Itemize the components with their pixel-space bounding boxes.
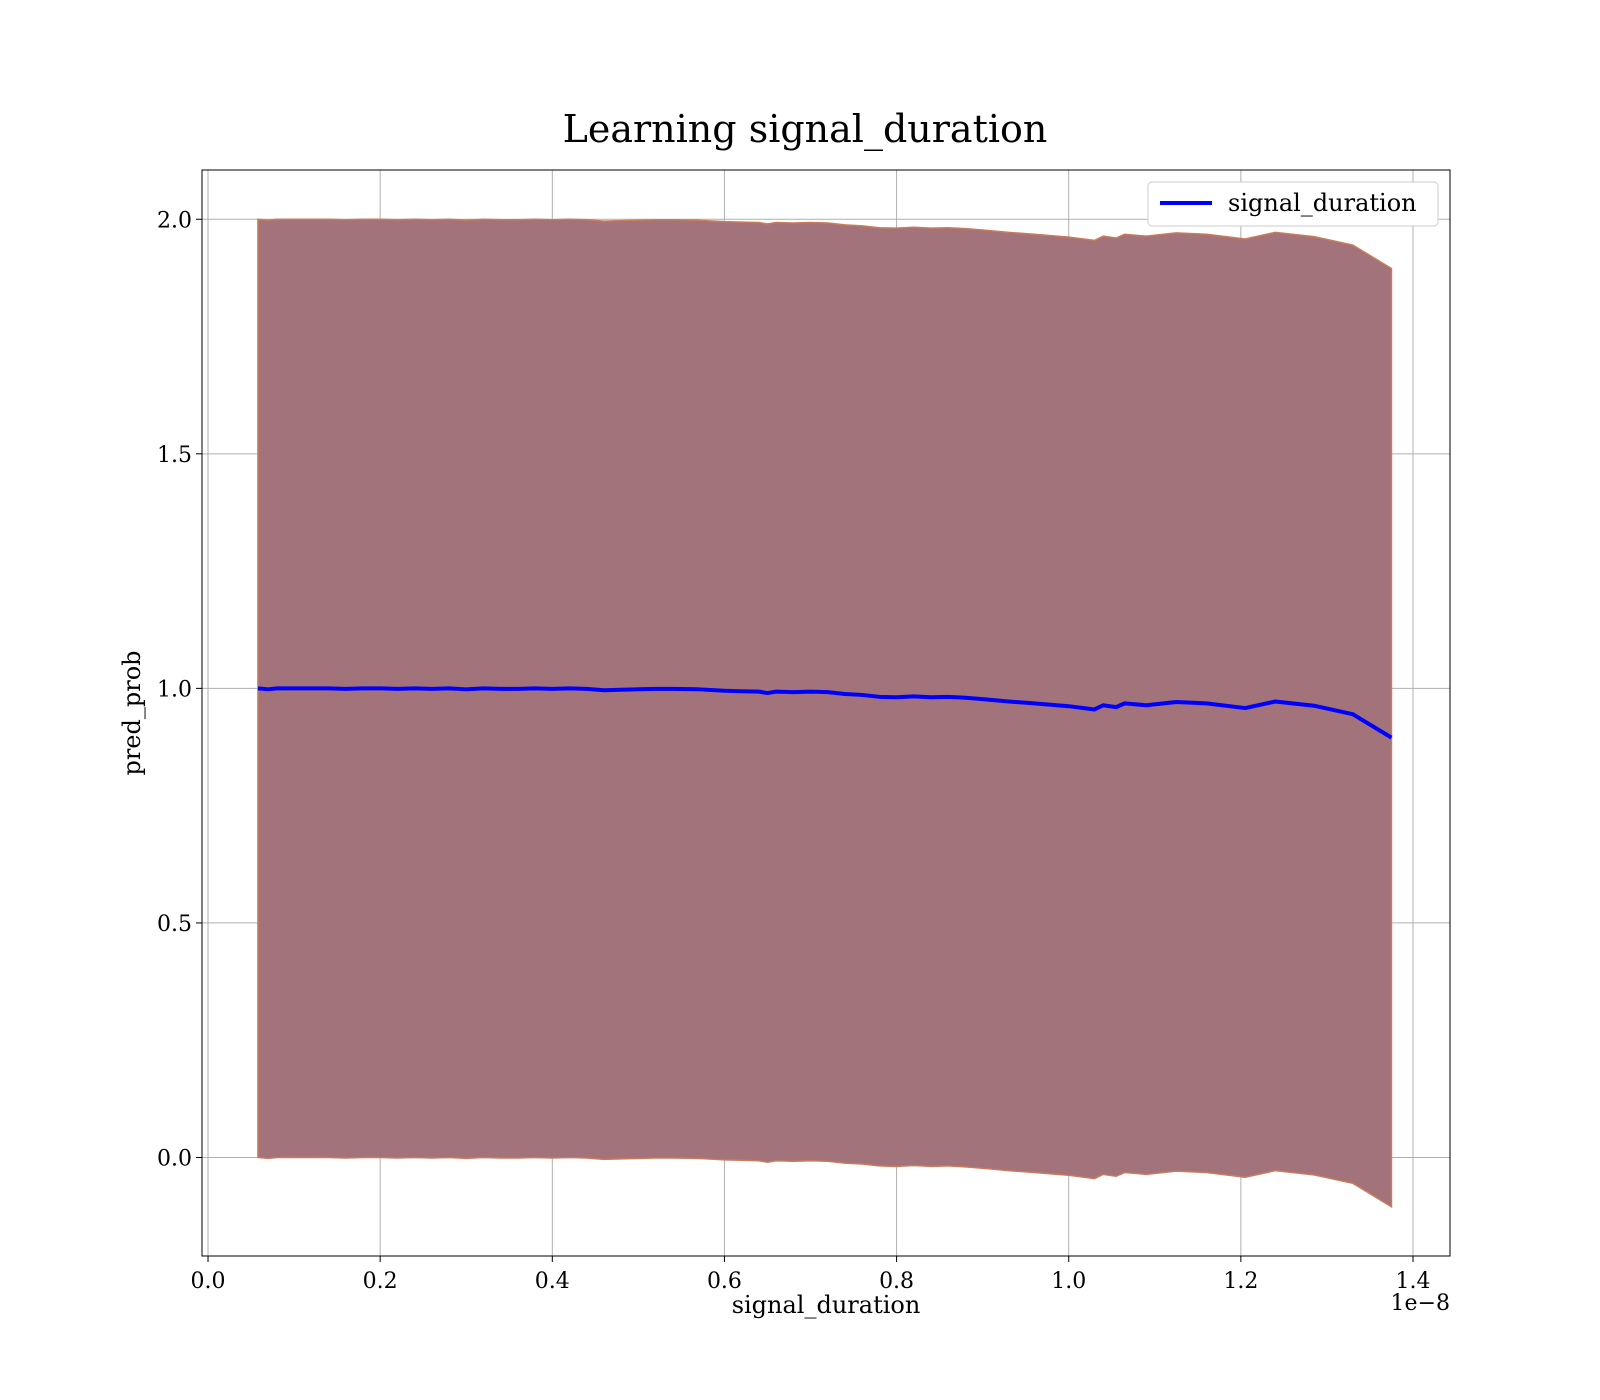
legend-label: signal_duration <box>1228 189 1417 217</box>
x-axis-offset-label: 1e−8 <box>1391 1291 1450 1316</box>
x-tick-label: 0.6 <box>707 1269 742 1294</box>
y-axis-label: pred_prob <box>118 650 146 775</box>
y-tick-label: 0.5 <box>157 912 192 937</box>
y-tick-label: 1.5 <box>157 443 192 468</box>
y-tick-label: 2.0 <box>157 208 192 233</box>
axis-ticks: 0.0 0.2 0.4 0.6 0.8 1.0 1.2 1.4 0.0 0.5 1.0 1.5 2.0 <box>157 208 1430 1294</box>
confidence-band <box>257 218 1393 1209</box>
x-tick-label: 1.2 <box>1223 1269 1258 1294</box>
x-tick-label: 0.4 <box>535 1269 570 1294</box>
x-tick-label: 0.2 <box>363 1269 398 1294</box>
y-tick-label: 0.0 <box>157 1146 192 1171</box>
x-tick-label: 0.0 <box>191 1269 226 1294</box>
y-tick-label: 1.0 <box>157 677 192 702</box>
x-tick-label: 0.8 <box>879 1269 914 1294</box>
x-tick-label: 1.0 <box>1051 1269 1086 1294</box>
legend-box <box>1147 181 1439 227</box>
series-line-signal-duration <box>257 686 1393 740</box>
legend: signal_duration <box>1147 181 1439 227</box>
x-axis-label: signal_duration <box>732 1291 921 1319</box>
chart-title: Learning signal_duration <box>563 107 1048 152</box>
x-tick-label: 1.4 <box>1395 1269 1430 1294</box>
plot-frame <box>201 169 1451 1257</box>
